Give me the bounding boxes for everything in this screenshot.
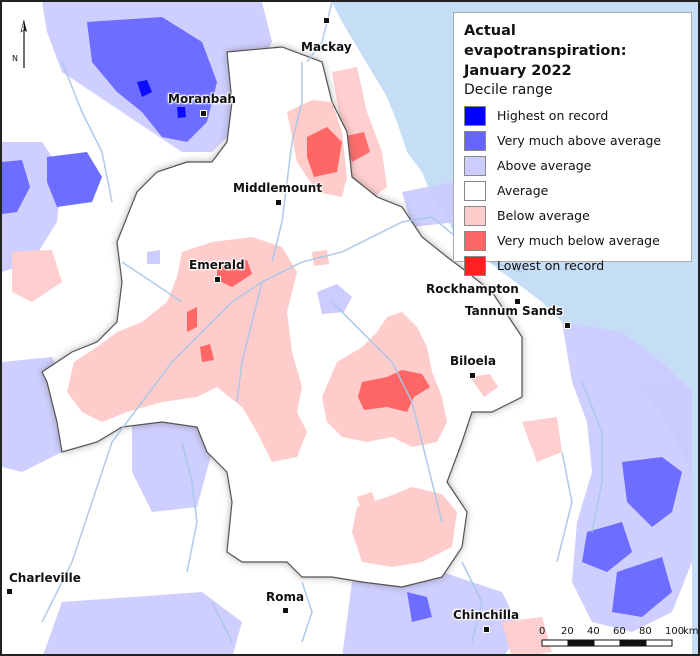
scale-tick-label: 60 <box>613 626 626 637</box>
town-dot-emerald <box>214 276 221 283</box>
scale-bar-graphic <box>541 639 673 647</box>
town-label-mackay: Mackay <box>301 40 352 54</box>
legend-label: Below average <box>497 208 590 223</box>
anomaly-inside <box>67 100 498 567</box>
town-dot-mackay <box>323 17 330 24</box>
legend-swatch <box>464 255 486 276</box>
legend-title-line2: January 2022 <box>464 63 572 79</box>
legend-swatch <box>464 230 486 251</box>
legend-swatch <box>464 105 486 126</box>
legend-label: Very much above average <box>497 133 662 148</box>
scale-tick-label: 40 <box>587 626 600 637</box>
town-label-biloela: Biloela <box>450 354 496 368</box>
legend-label: Highest on record <box>497 108 609 123</box>
north-arrow: N <box>12 19 28 74</box>
town-label-roma: Roma <box>266 590 305 604</box>
town-dot-chinchilla <box>483 626 490 633</box>
north-arrow-icon <box>20 19 27 68</box>
legend-row: Average <box>464 178 681 203</box>
legend-row: Lowest on record <box>464 253 681 278</box>
town-label-rockhampton: Rockhampton <box>426 282 519 296</box>
town-dot-tannum-sands <box>564 322 571 329</box>
legend-items: Highest on record Very much above average… <box>464 103 681 278</box>
town-dot-charleville <box>6 588 13 595</box>
legend-swatch <box>464 180 486 201</box>
legend-swatch <box>464 205 486 226</box>
legend-label: Average <box>497 183 549 198</box>
scale-unit: km <box>683 626 699 637</box>
legend-row: Very much below average <box>464 228 681 253</box>
town-dot-middlemount <box>275 199 282 206</box>
town-label-middlemount: Middlemount <box>233 181 323 195</box>
legend-label: Lowest on record <box>497 258 605 273</box>
legend-subtitle: Decile range <box>464 82 553 98</box>
scale-tick-label: 80 <box>639 626 652 637</box>
legend-row: Highest on record <box>464 103 681 128</box>
legend-row: Below average <box>464 203 681 228</box>
town-dot-moranbah <box>200 110 207 117</box>
scale-bar: 0 20 40 60 80 100 km <box>537 626 699 654</box>
town-dot-roma <box>282 607 289 614</box>
legend-row: Very much above average <box>464 128 681 153</box>
legend-swatch <box>464 155 486 176</box>
town-label-emerald: Emerald <box>189 258 245 272</box>
legend-label: Very much below average <box>497 233 660 248</box>
town-label-moranbah: Moranbah <box>168 92 236 106</box>
town-dot-biloela <box>469 372 476 379</box>
legend-swatch <box>464 130 486 151</box>
north-arrow-label: N <box>12 54 18 63</box>
legend-row: Above average <box>464 153 681 178</box>
scale-tick-label: 0 <box>539 626 546 637</box>
town-label-charleville: Charleville <box>9 571 81 585</box>
scale-tick-label: 20 <box>561 626 574 637</box>
legend-title-line1: Actual evapotranspiration: <box>464 23 627 59</box>
rivers <box>41 2 603 643</box>
town-dot-rockhampton <box>514 298 521 305</box>
town-label-tannum-sands: Tannum Sands <box>465 304 564 318</box>
legend-label: Above average <box>497 158 592 173</box>
scale-tick-label: 100 <box>665 626 685 637</box>
town-label-chinchilla: Chinchilla <box>453 608 520 622</box>
legend: Actual evapotranspiration: January 2022 … <box>453 12 692 276</box>
